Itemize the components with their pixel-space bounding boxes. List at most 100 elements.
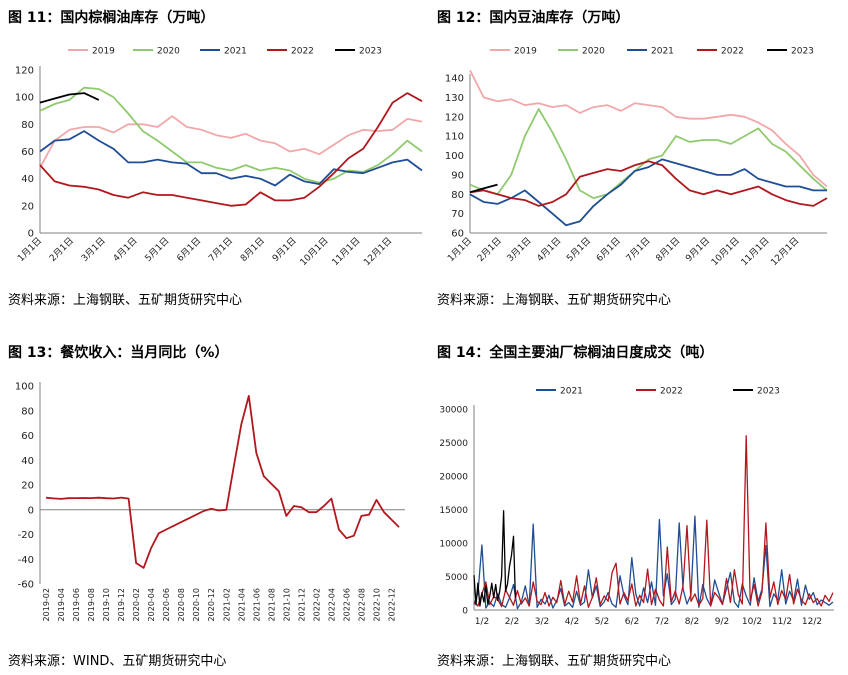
y-tick-label: 20000: [439, 473, 468, 483]
series-line-2023: [39, 92, 100, 104]
x-tick-label: 2022-02: [312, 588, 321, 621]
y-tick-label: 80: [21, 406, 34, 417]
legend-label: 2020: [582, 47, 605, 57]
y-tick-label: 30000: [439, 406, 468, 416]
x-tick-label: 2022-06: [342, 588, 351, 621]
y-tick-label: 0: [28, 505, 34, 516]
y-tick-label: 10000: [439, 540, 468, 550]
x-tick-label: 2020-10: [192, 588, 201, 621]
x-tick-label: 8/2: [685, 617, 699, 627]
chart-source: 资料来源：上海钢联、五矿期货研究中心: [8, 293, 243, 308]
legend-label: 2019: [92, 47, 115, 57]
x-tick-label: 2019-02: [42, 588, 51, 621]
series-line-2023: [473, 510, 517, 607]
x-tick-label: 2021-04: [237, 588, 246, 621]
series-line-2020: [469, 108, 828, 200]
legend-label: 2020: [157, 47, 180, 57]
x-tick-label: 3/2: [535, 617, 549, 627]
x-tick-label: 2019-08: [87, 588, 96, 621]
chart-source: 资料来源：上海钢联、五矿期货研究中心: [437, 654, 672, 669]
x-tick-label: 2/2: [505, 617, 519, 627]
y-tick-label: 70: [451, 209, 464, 220]
legend-label: 2023: [791, 47, 814, 57]
x-tick-label: 11/2: [772, 617, 792, 627]
chart-title: 图 13：餐饮收入：当月同比（%）: [8, 345, 229, 361]
y-tick-label: -60: [18, 580, 34, 591]
legend-label: 2023: [757, 387, 780, 397]
chart-title: 图 14：全国主要油厂棕榈油日度成交（吨）: [437, 345, 714, 361]
series-line-2022: [469, 160, 828, 207]
x-tick-label: 2022-10: [372, 588, 381, 621]
x-tick-label: 2021-08: [267, 588, 276, 621]
series-line-2019: [469, 69, 828, 188]
series-line: [45, 394, 400, 569]
x-tick-label: 2020-04: [147, 588, 156, 621]
series-line-2021: [473, 515, 834, 610]
x-tick-label: 4/2: [565, 617, 579, 627]
x-tick-label: 2020-02: [132, 588, 141, 621]
x-tick-label: 2020-08: [177, 588, 186, 621]
y-tick-label: 100: [445, 151, 464, 162]
y-tick-label: 20: [21, 201, 34, 212]
legend-label: 2021: [651, 47, 674, 57]
y-tick-label: 0: [28, 229, 34, 240]
x-tick-label: 2021-06: [252, 588, 261, 621]
x-tick-label: 2021-10: [282, 588, 291, 621]
y-tick-label: 5000: [445, 573, 468, 583]
legend-label: 2022: [721, 47, 744, 57]
series-line-2022: [473, 435, 834, 608]
y-tick-label: -40: [18, 555, 34, 566]
y-tick-label: 100: [15, 93, 34, 104]
y-tick-label: 60: [21, 147, 34, 158]
y-tick-label: 80: [451, 190, 464, 201]
y-tick-label: 40: [21, 174, 34, 185]
series-line-2022: [39, 92, 423, 207]
legend-label: 2022: [660, 387, 683, 397]
y-tick-label: 80: [21, 120, 34, 131]
x-tick-label: 2019-10: [102, 588, 111, 621]
series-line-2021: [469, 158, 827, 227]
x-tick-label: 2019-04: [57, 588, 66, 621]
legend-label: 2021: [560, 387, 583, 397]
y-tick-label: 60: [21, 431, 34, 442]
x-tick-label: 2022-04: [327, 588, 336, 621]
chart-title: 图 12：国内豆油库存（万吨）: [437, 10, 630, 26]
y-tick-label: 0: [462, 607, 468, 617]
y-tick-label: -20: [18, 530, 34, 541]
x-tick-label: 2022-12: [387, 588, 396, 621]
y-tick-label: 110: [445, 132, 464, 143]
x-tick-label: 2021-12: [297, 588, 306, 621]
x-tick-label: 2019-12: [117, 588, 126, 621]
chart-source: 资料来源：WIND、五矿期货研究中心: [8, 654, 227, 669]
x-tick-label: 12/2: [802, 617, 822, 627]
y-tick-label: 140: [445, 74, 464, 85]
chart-title: 图 11：国内棕榈油库存（万吨）: [8, 10, 215, 26]
x-tick-label: 1/2: [475, 617, 489, 627]
y-tick-label: 25000: [439, 439, 468, 449]
x-tick-label: 2020-06: [162, 588, 171, 621]
x-tick-label: 10/2: [742, 617, 762, 627]
y-tick-label: 90: [451, 170, 464, 181]
y-tick-label: 60: [451, 229, 464, 240]
chart-source: 资料来源：上海钢联、五矿期货研究中心: [437, 293, 672, 308]
legend-label: 2021: [224, 47, 247, 57]
y-tick-label: 20: [21, 481, 34, 492]
x-tick-label: 2021-02: [222, 588, 231, 621]
x-tick-label: 9/2: [715, 617, 729, 627]
x-tick-label: 2022-08: [357, 588, 366, 621]
y-tick-label: 40: [21, 456, 34, 467]
x-tick-label: 5/2: [595, 617, 609, 627]
x-tick-label: 6/2: [625, 617, 639, 627]
series-line-2020: [39, 86, 423, 184]
y-tick-label: 130: [445, 93, 464, 104]
y-tick-label: 15000: [439, 506, 468, 516]
y-tick-label: 100: [15, 382, 34, 393]
y-tick-label: 120: [15, 66, 34, 77]
x-tick-label: 2020-12: [207, 588, 216, 621]
x-tick-label: 7/2: [655, 617, 669, 627]
legend-label: 2022: [291, 47, 314, 57]
